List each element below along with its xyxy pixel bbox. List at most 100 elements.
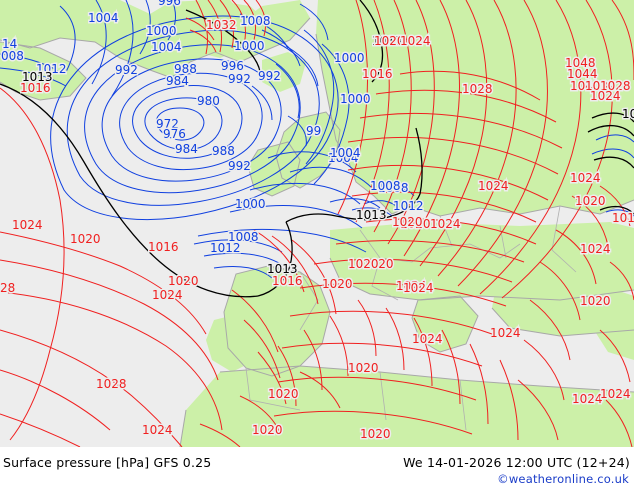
isobar-label-halo: 1012 [210, 241, 241, 255]
isobar-label: 1008 [240, 14, 271, 28]
isobar-label-halo: 1024 [396, 279, 427, 293]
isobar-label-halo: 1012 [36, 62, 67, 76]
isobar-label-halo: 1032 [206, 18, 237, 32]
isobar-label: 1024 [142, 423, 173, 437]
isobar-label-halo: 988 [174, 62, 197, 76]
isobar-label-halo: 1000 [234, 39, 265, 53]
isobar-label: 008 [1, 49, 24, 63]
isobar-label: 1020 [575, 194, 606, 208]
isobar-label-halo: 984 [166, 74, 189, 88]
isobar-label-halo: 1020 [400, 217, 431, 231]
isobar-label: 1024 [590, 89, 621, 103]
isobar-label: 988 [174, 62, 197, 76]
isobar-label-halo: 1016 [362, 67, 393, 81]
isobar-label: 28 [0, 281, 15, 295]
isobar-label: 992 [228, 159, 251, 173]
isobar-label-halo: 1020 [360, 427, 391, 441]
isobar-label: 996 [221, 59, 244, 73]
isobar-label: 1024 [396, 279, 427, 293]
map-canvas: 1004100414140080081012101210131013101610… [0, 0, 634, 447]
isobar-label-halo: 992 [258, 69, 281, 83]
isobar-label: 1013 [372, 34, 403, 48]
isobar-label: 1000 [334, 51, 365, 65]
isobar-label: 992 [115, 63, 138, 77]
isobar-label: 1020 [580, 294, 611, 308]
isobar-label-halo: 1008 [378, 181, 409, 195]
isobar-label: 1013 [622, 107, 634, 121]
isobar-label: 980 [197, 94, 220, 108]
isobar-label-halo: 980 [197, 94, 220, 108]
isobar-label: 1020 [363, 257, 394, 271]
isobar-label: 1016 [20, 81, 51, 95]
isobar-label: 1024 [600, 387, 631, 401]
isobar-label: 1016 [612, 211, 634, 225]
isobar-label-halo: 1044 [567, 67, 598, 81]
isobar-label: 976 [163, 127, 186, 141]
isobar-label: 1032 [585, 79, 616, 93]
surface-pressure-map[interactable]: 1004 1004 14 14 008 008 1012 1012 1013 1013 1016 10… [0, 0, 634, 447]
isobar-label: 1020 [392, 215, 423, 229]
isobar-label: 1000 [146, 24, 177, 38]
isobar-label-halo: 972 [156, 117, 179, 131]
isobar-label-halo: 1048 [565, 56, 596, 70]
isobar-label: 1020 [374, 34, 405, 48]
isobar-label-halo: 1008 [370, 179, 401, 193]
isobar-label: 1016 [148, 240, 179, 254]
isobar-label-halo: 976 [163, 127, 186, 141]
isobar-label: 1020 [322, 277, 353, 291]
isobar-label: 1024 [478, 179, 509, 193]
isobar-label-halo: 1028 [96, 377, 127, 391]
isobar-label-halo: 1020 [322, 277, 353, 291]
isobar-label-halo: 1008 [228, 230, 259, 244]
isobar-label: 992 [228, 72, 251, 86]
isobar-label-halo: 1000 [340, 92, 371, 106]
isobar-label-halo: 1028 [600, 79, 631, 93]
isobar-label: 1016 [272, 274, 303, 288]
isobar-label-halo: 1016 [148, 240, 179, 254]
map-footer: Surface pressure [hPa] GFS 0.25 We 14-01… [0, 447, 634, 490]
isobar-labels: 1004100414140080081012101210131013101610… [0, 0, 634, 443]
isobar-label-halo: 1000 [146, 24, 177, 38]
isobar-label: 1012 [210, 241, 241, 255]
isobar-label-halo: 008 [1, 49, 24, 63]
isobar-label: 1028 [96, 377, 127, 391]
isobar-label-halo: 1016 [612, 211, 634, 225]
isobar-label-halo: 1000 [235, 197, 266, 211]
isobar-label-halo: 1020 [70, 232, 101, 246]
isobar-label: 1000 [234, 39, 265, 53]
isobar-label: 1024 [403, 281, 434, 295]
isobar-label: 1044 [567, 67, 598, 81]
isobar-label: 1024 [152, 288, 183, 302]
isobar-label-halo: 1016 [20, 81, 51, 95]
isobar-label: 99 [306, 124, 321, 138]
isobar-label-halo: 1008 [240, 14, 271, 28]
isobar-label: 1028 [462, 82, 493, 96]
isobar-label: 1028 [600, 79, 631, 93]
isobar-label: 1000 [340, 92, 371, 106]
isobar-label-halo: 1028 [462, 82, 493, 96]
isobar-label: 1024 [400, 34, 431, 48]
isobar-label-halo: 28 [0, 281, 15, 295]
isobar-label-halo: 1020 [168, 274, 199, 288]
isobar-label: 1024 [580, 242, 611, 256]
isobar-label-halo: 1016 [272, 274, 303, 288]
isobar-label-halo: 1004 [151, 40, 182, 54]
isobar-label: 1008 [378, 181, 409, 195]
isobar-label: 1016 [362, 67, 393, 81]
isobar-label-halo: 1020 [374, 34, 405, 48]
isobar-label-halo: 1013 [622, 107, 634, 121]
isobar-label: 1020 [400, 217, 431, 231]
isobar-label: 1004 [88, 11, 119, 25]
isobar-label: 1020 [268, 387, 299, 401]
isobar-label-halo: 992 [228, 159, 251, 173]
isobar-label-halo: 992 [228, 72, 251, 86]
isobar-label-halo: 984 [175, 142, 198, 156]
isobar-label-halo: 1013 [372, 34, 403, 48]
isobar-label: 1020 [252, 423, 283, 437]
isobar-label: 1013 [267, 262, 298, 276]
isobar-label: 992 [258, 69, 281, 83]
isobar-label: 988 [212, 144, 235, 158]
isobar-label-halo: 1013 [267, 262, 298, 276]
isobar-label-halo: 1024 [430, 217, 461, 231]
